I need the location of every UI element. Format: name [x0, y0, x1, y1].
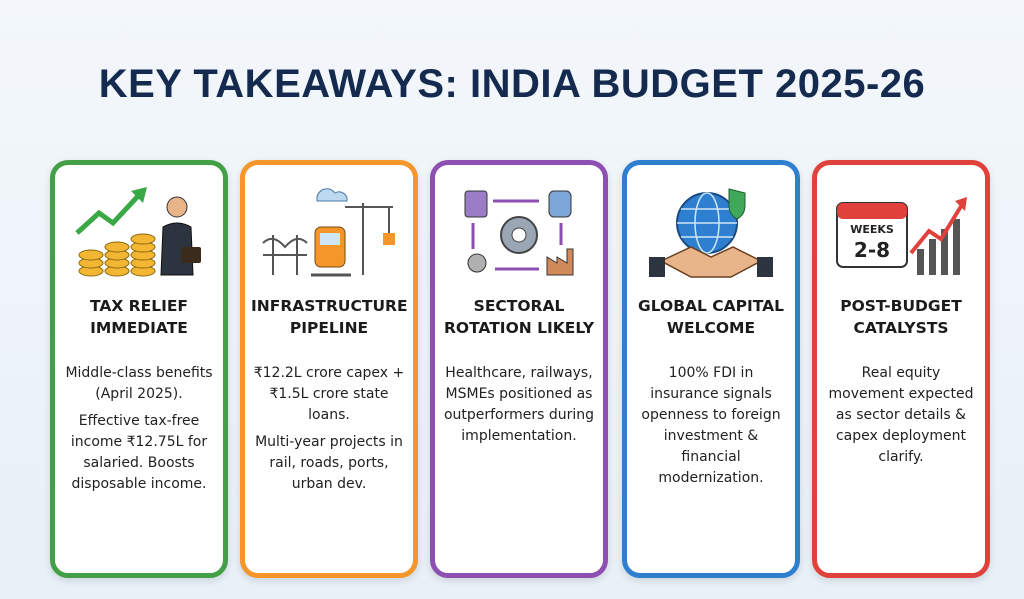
- card-body: Healthcare, railways, MSMEs positioned a…: [443, 363, 595, 453]
- card-text: Multi-year projects in rail, roads, port…: [255, 434, 403, 492]
- card-text: Real equity movement expected as sector …: [828, 365, 974, 465]
- icon: [464, 190, 574, 276]
- icon-text: 2-8: [854, 238, 890, 262]
- icon-text: WEEKS: [850, 223, 894, 236]
- card: SECTORAL ROTATION LIKELY Healthcare, rai…: [430, 160, 608, 578]
- card-text: 100% FDI in insurance signals openness t…: [641, 365, 781, 486]
- icon: WEEKS 2-8: [836, 197, 967, 275]
- card-text: ₹12.2L crore capex + ₹1.5L crore state l…: [253, 365, 405, 423]
- card: INFRASTRUCTURE PIPELINE ₹12.2L crore cap…: [240, 160, 418, 578]
- card: GLOBAL CAPITAL WELCOME 100% FDI in insur…: [622, 160, 800, 578]
- card-text: Healthcare, railways, MSMEs positioned a…: [443, 365, 595, 444]
- card-heading: POST-BUDGET CATALYSTS: [840, 297, 962, 337]
- card: WEEKS 2-8 POST-BUDGET CATALYSTS Real equ…: [812, 160, 990, 578]
- icon: [75, 187, 201, 277]
- card-body: 100% FDI in insurance signals openness t…: [635, 363, 787, 495]
- card-text: Middle-class benefits (April 2025).: [65, 365, 213, 402]
- card-body: Middle-class benefits (April 2025). Effe…: [63, 363, 215, 501]
- card-heading: TAX RELIEF IMMEDIATE: [89, 297, 189, 337]
- card-text: Effective tax-free income ₹12.75L for sa…: [70, 413, 208, 492]
- card-body: ₹12.2L crore capex + ₹1.5L crore state l…: [253, 363, 405, 501]
- card-heading: GLOBAL CAPITAL WELCOME: [637, 297, 785, 337]
- title: KEY TAKEAWAYS: INDIA BUDGET 2025-26: [98, 62, 926, 106]
- card-heading: INFRASTRUCTURE PIPELINE: [251, 297, 408, 337]
- card-heading: SECTORAL ROTATION LIKELY: [443, 297, 595, 337]
- card: TAX RELIEF IMMEDIATE Middle-class benefi…: [50, 160, 228, 578]
- card-body: Real equity movement expected as sector …: [825, 363, 977, 474]
- icon: [262, 188, 395, 277]
- icon: [649, 188, 773, 278]
